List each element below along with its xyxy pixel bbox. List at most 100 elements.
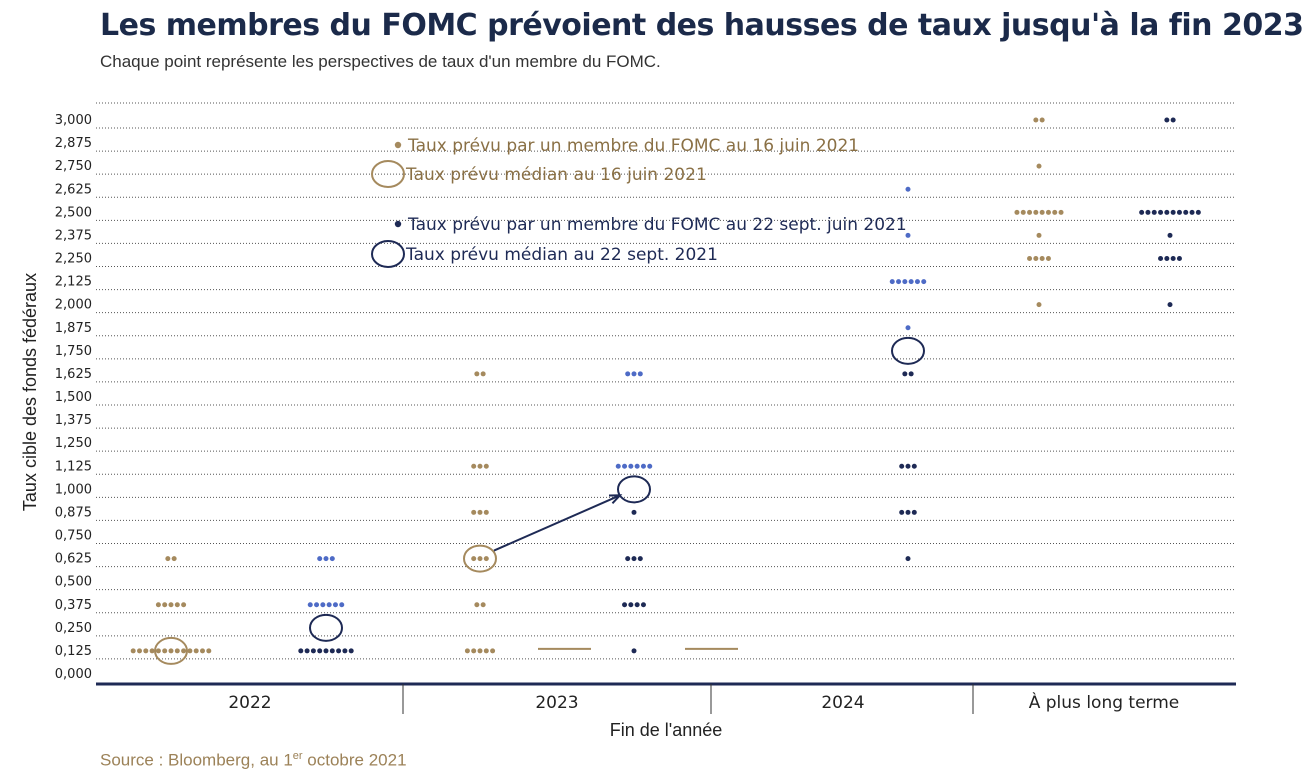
june-dot [1033,256,1039,261]
june-dot [483,556,489,562]
june-dot [155,648,161,654]
y-tick-label: 1,500 [55,390,92,405]
june-dot [1033,209,1039,215]
x-axis-frame [96,682,1236,714]
sept-dot [631,648,637,654]
june-dot [1036,232,1042,238]
sept-dot [905,186,911,192]
june-dot [483,463,489,469]
sept-dot [631,371,637,377]
sept-dot [914,279,920,285]
june-median-ring [154,636,188,665]
category-label: 2023 [535,693,578,713]
y-tick-label: 3,000 [55,113,92,128]
y-tick-label: 0,375 [55,598,92,613]
june-dot [1036,302,1042,308]
sept-dot [640,602,646,608]
legend-label: Taux prévu par un membre du FOMC au 22 s… [407,215,907,235]
y-tick-label: 2,500 [55,205,92,220]
source-sup: er [292,750,303,762]
june-dot [480,371,486,377]
source-note: Source : Bloomberg, au 1er octobre 2021 [100,750,407,771]
sept-dot [631,556,637,562]
y-tick-label: 0,000 [55,667,92,682]
sept-dot [323,556,329,562]
source-text: Source : Bloomberg, au 1 [100,750,293,770]
june-dot [1027,209,1033,215]
june-dot [1039,256,1045,261]
june-median-ring [463,544,497,573]
legend: Taux prévu par un membre du FOMC au 16 j… [371,136,907,268]
june-dot [1027,256,1033,261]
sept-dot [336,648,342,654]
sept-dot [1189,209,1195,215]
sept-dot [1139,209,1145,215]
y-tick-label: 1,250 [55,436,92,451]
sept-dot [314,602,320,608]
y-tick-label: 0,500 [55,575,92,590]
y-tick-label: 0,750 [55,529,92,544]
sept-dot [1170,256,1176,261]
sept-dot [1158,209,1164,215]
june-dot [471,463,477,469]
sept-median-ring [891,336,925,365]
sept-median-ring [617,475,651,504]
june-dot [181,648,187,654]
sept-dot [1170,117,1176,123]
sept-dot [1183,209,1189,215]
legend-ring-june [371,160,405,188]
sept-dot [1167,232,1173,238]
category-labels: 2022 2023 2024 À plus long terme [228,691,1179,713]
sept-dot [615,463,621,469]
june-dot [168,602,174,608]
sept-dot [625,371,631,377]
june-dot [155,602,161,608]
legend-label: Taux prévu par un membre du FOMC au 16 j… [407,136,859,156]
sept-dot [905,509,911,515]
sept-dot [647,463,653,469]
sept-dot [631,509,637,515]
y-tick-label: 0,875 [55,505,92,520]
june-dot [1020,209,1026,215]
category-label: 2024 [821,693,864,713]
june-dot [1045,209,1051,215]
y-tick-label: 2,625 [55,182,92,197]
y-tick-label: 2,750 [55,159,92,174]
chart-subtitle: Chaque point représente les perspectives… [100,52,661,71]
sept-dot [908,279,914,285]
june-dot [483,648,489,654]
june-dot [477,556,483,562]
june-dot [130,648,136,654]
sept-dot [1164,256,1170,261]
sept-dot [637,371,643,377]
sept-dot [332,602,338,608]
sept-dot [1176,209,1182,215]
sept-dot [640,463,646,469]
june-dot [474,371,480,377]
june-dot [1014,209,1020,215]
legend-label: Taux prévu médian au 22 sept. 2021 [405,245,718,265]
june-dot [464,648,470,654]
sept-dot [339,602,345,608]
y-tick-label: 2,000 [55,298,92,313]
june-dot [165,556,171,562]
june-dot [143,648,149,654]
sept-dot [921,279,927,285]
sept-dot [329,556,335,562]
sept-dot [317,556,323,562]
june-dot [477,509,483,515]
sept-dot [634,463,640,469]
sept-dot [905,325,911,331]
june-dot [137,648,142,654]
june-dot [1036,163,1042,169]
sept-median-ring [309,613,343,642]
y-axis-label: Taux cible des fonds fédéraux [20,273,40,511]
sept-dot [323,648,329,654]
sept-dot [1145,209,1151,215]
sept-dot [1151,209,1157,215]
sept-dot [625,556,631,562]
june-dot [193,648,199,654]
june-dot [477,648,483,654]
sept-dot [628,463,634,469]
